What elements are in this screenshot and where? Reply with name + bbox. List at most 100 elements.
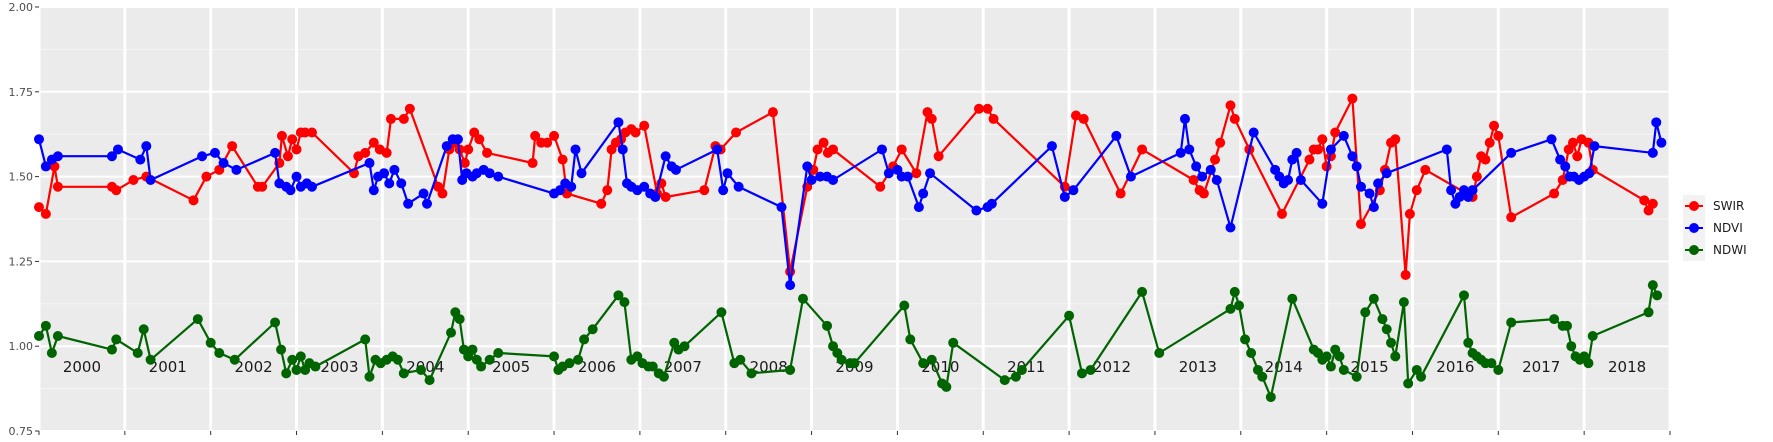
ndwi-point [797, 293, 808, 304]
ndvi-point [1506, 147, 1517, 158]
ndwi-point [138, 324, 149, 335]
swir-point [527, 158, 538, 169]
year-label: 2006 [578, 358, 616, 376]
ndwi-point [632, 351, 643, 362]
ndwi-point [1154, 347, 1165, 358]
swir-point [549, 130, 560, 141]
ndwi-point [1137, 286, 1148, 297]
swir-point [474, 134, 485, 145]
ndwi-point [424, 375, 435, 386]
legend-label: NDWI [1713, 243, 1747, 257]
ndwi-point [1016, 364, 1027, 375]
ndwi-point [1321, 351, 1332, 362]
swir-point [1229, 113, 1240, 124]
swir-point [875, 181, 886, 192]
y-tick-label: 1.00 [9, 340, 34, 353]
ndvi-point [1441, 144, 1452, 155]
ndwi-point [1403, 378, 1414, 389]
ndwi-point [1234, 300, 1245, 311]
ndvi-point [364, 158, 375, 169]
ndvi-point [1197, 171, 1208, 182]
ndwi-point [106, 344, 117, 355]
ndwi-point [1566, 341, 1577, 352]
ndwi-point [1493, 364, 1504, 375]
ndvi-point [986, 198, 997, 209]
swir-point [818, 137, 829, 148]
swir-point [381, 147, 392, 158]
ndwi-point [1643, 307, 1654, 318]
ndwi-point [587, 324, 598, 335]
swir-point [812, 144, 823, 155]
ndvi-point [1295, 174, 1306, 185]
ndvi-point [712, 144, 723, 155]
swir-point [1215, 137, 1226, 148]
ndwi-point [716, 307, 727, 318]
ndvi-point [670, 164, 681, 175]
ndwi-point [310, 361, 321, 372]
y-tick-label: 1.25 [9, 255, 34, 268]
ndwi-point [1368, 293, 1379, 304]
year-label: 2013 [1179, 358, 1217, 376]
swir-point [1506, 212, 1517, 223]
ndwi-point [1549, 314, 1560, 325]
swir-point [988, 113, 999, 124]
ndwi-point [476, 361, 487, 372]
ndvi-point [379, 168, 390, 179]
year-label: 2015 [1350, 358, 1388, 376]
swir-point [300, 127, 311, 138]
ndwi-point [1390, 351, 1401, 362]
ndvi-point [555, 185, 566, 196]
ndwi-point [1010, 371, 1021, 382]
ndvi-point [270, 147, 281, 158]
ndwi-point [1583, 358, 1594, 369]
ndvi-point [441, 141, 452, 152]
ndvi-point [1191, 161, 1202, 172]
ndvi-point [617, 144, 628, 155]
ndwi-point [619, 297, 630, 308]
swir-point [1137, 144, 1148, 155]
ndvi-point [1560, 161, 1571, 172]
ndwi-point [1246, 347, 1257, 358]
ndvi-point [1584, 168, 1595, 179]
ndvi-point [493, 171, 504, 182]
ndvi-point [718, 185, 729, 196]
ndwi-point [822, 320, 833, 331]
ndvi-point [828, 174, 839, 185]
ndwi-point [34, 331, 44, 342]
swir-point [469, 127, 480, 138]
swir-point [282, 151, 293, 162]
ndwi-point [647, 361, 658, 372]
ndvi-point [971, 205, 982, 216]
year-label: 2000 [63, 358, 101, 376]
ndvi-point [1205, 164, 1216, 175]
year-label: 2012 [1093, 358, 1131, 376]
ndwi-point [446, 327, 457, 338]
swir-point [201, 171, 212, 182]
ndvi-point [613, 117, 624, 128]
legend-item-ndvi: NDVI [1683, 217, 1743, 239]
ndwi-point [918, 358, 929, 369]
ndwi-point [1225, 303, 1236, 314]
ndvi-point [306, 181, 317, 192]
swir-point [731, 127, 742, 138]
ndwi-point [1265, 392, 1276, 403]
ndvi-point [650, 191, 661, 202]
ndwi-point [214, 347, 225, 358]
ndvi-point [389, 164, 400, 175]
ndwi-point [192, 314, 203, 325]
ndwi-point [1338, 364, 1349, 375]
ndvi-point [1325, 144, 1336, 155]
ndwi-point [276, 344, 287, 355]
legend: SWIR NDVI NDWI [1683, 195, 1747, 261]
ndvi-point [231, 164, 242, 175]
swir-point [463, 144, 474, 155]
ndwi-point [40, 320, 51, 331]
swir-point [933, 151, 944, 162]
ndvi-point [106, 151, 117, 162]
ndvi-point [135, 154, 146, 165]
ndvi-point [40, 161, 51, 172]
year-label: 2002 [235, 358, 273, 376]
ndwi-point [836, 354, 847, 365]
ndwi-point [46, 347, 57, 358]
ndwi-point [1386, 337, 1397, 348]
